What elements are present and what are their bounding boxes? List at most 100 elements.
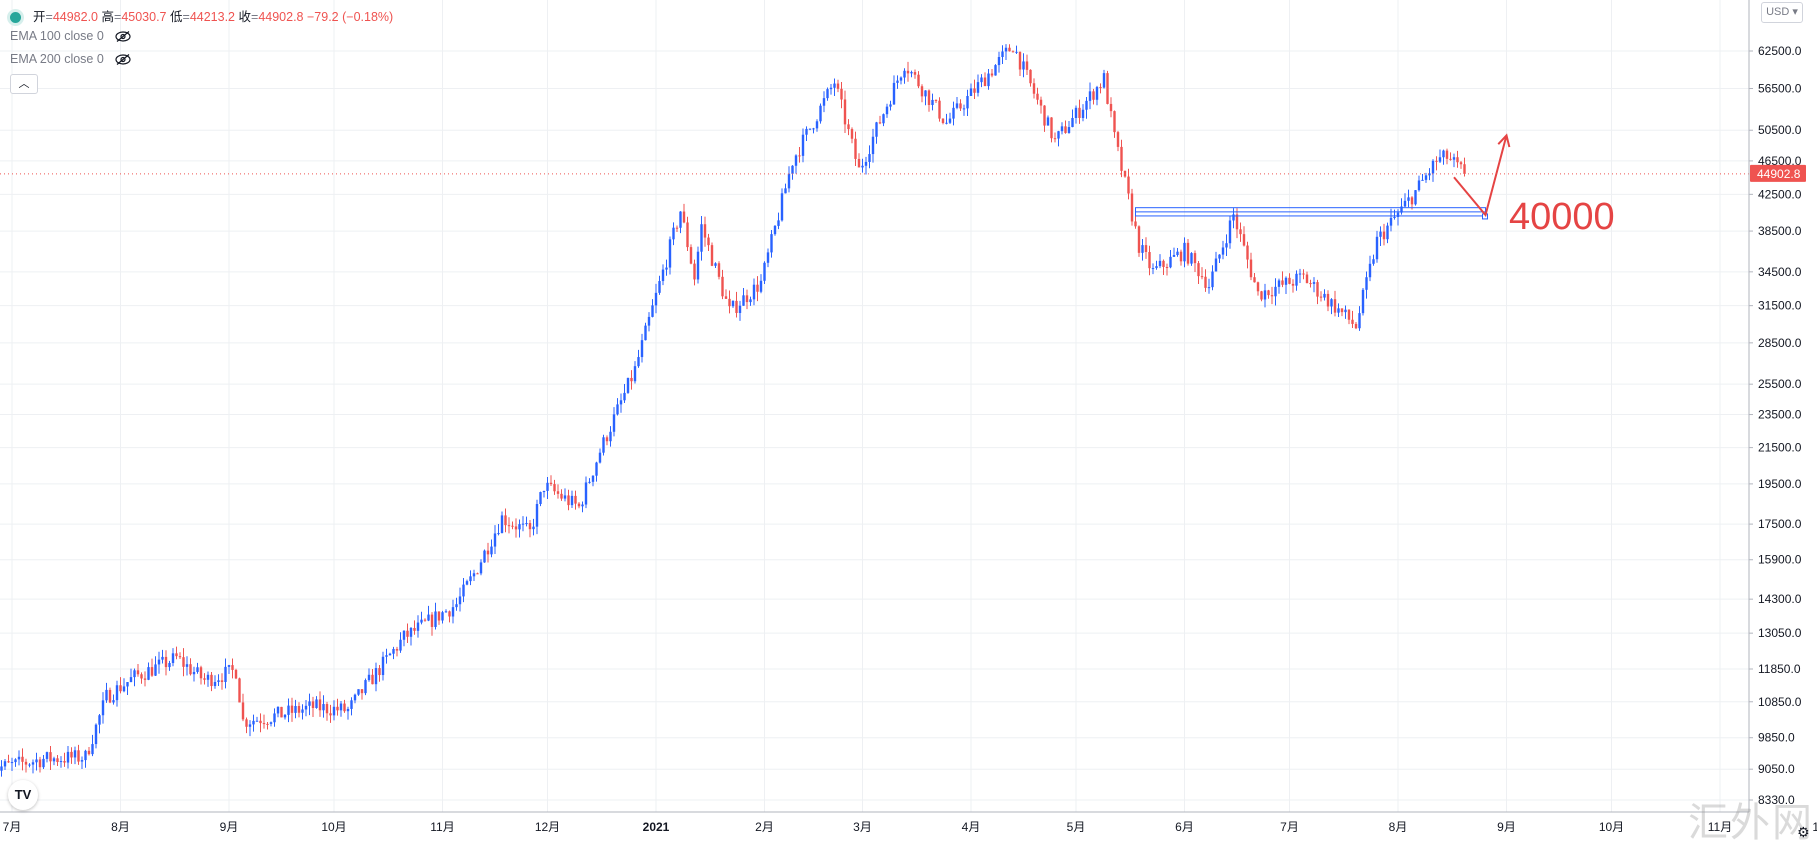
candle [1214, 251, 1218, 272]
candle [1074, 105, 1078, 124]
candle [661, 264, 665, 286]
candle-body [217, 680, 220, 682]
candle-body [857, 158, 861, 168]
price-tick-label: 34500.0 [1758, 265, 1802, 279]
price-axis[interactable]: 62500.0 56500.0 50500.0 46500.0 42500.0 38500… [1748, 0, 1817, 845]
candle-body [343, 703, 346, 712]
candle-body [990, 73, 994, 76]
candle [1183, 237, 1186, 268]
candle [136, 664, 140, 677]
candle-body [1095, 87, 1099, 100]
price-tick-label: 10850.0 [1758, 695, 1802, 709]
candle [1246, 241, 1249, 269]
candle-body [987, 73, 990, 87]
candle-body [1197, 263, 1200, 277]
candle-body [763, 262, 766, 281]
candle-body [535, 504, 539, 527]
time-tick-label: 9月 [1497, 820, 1516, 834]
time-tick-label: 12月 [1812, 820, 1817, 834]
candle [14, 758, 17, 767]
status-dot-icon [10, 12, 21, 24]
candle-body [1256, 282, 1260, 292]
candle [105, 682, 108, 703]
candle [1330, 298, 1333, 315]
candle-body [770, 234, 773, 253]
eye-crossed-icon[interactable] [115, 31, 131, 43]
candle-body [1358, 313, 1361, 329]
candle-body [101, 700, 105, 716]
time-axis[interactable]: 7月 8月 9月 10月 11月 12月 2021 2月 3月 4月 5月 6月 7月 8月 9月 10月 11… [0, 811, 1817, 834]
candle [283, 714, 287, 720]
candle [1270, 286, 1274, 305]
candle-body [269, 722, 273, 724]
candle [297, 702, 301, 718]
candle [339, 701, 343, 717]
candle-body [1204, 276, 1207, 288]
candle-body [899, 77, 903, 81]
annotation-label: 40000 [1509, 196, 1615, 238]
candle [1113, 110, 1116, 138]
candle [1232, 208, 1235, 229]
candle-body [700, 224, 703, 252]
candle [861, 158, 864, 173]
candle [427, 605, 430, 622]
candle-body [518, 524, 521, 530]
candle-body [1253, 277, 1256, 283]
candle-body [1211, 271, 1214, 288]
candle-body [1449, 158, 1452, 160]
candle-body [1333, 299, 1337, 313]
candle-body [122, 686, 126, 692]
candle-body [213, 681, 217, 687]
close-value: 44902.8 [258, 10, 304, 24]
candle [658, 275, 661, 295]
price-tick-label: 38500.0 [1758, 224, 1802, 238]
candle [21, 748, 24, 771]
ema200-legend[interactable]: EMA 200 close 0 [10, 52, 131, 66]
candle [1148, 245, 1151, 276]
candle [1421, 174, 1424, 181]
candle [899, 76, 903, 85]
candlestick-series [0, 44, 1466, 777]
price-tick-label: 46500.0 [1758, 154, 1802, 168]
candle [1256, 281, 1260, 296]
candle [224, 658, 227, 689]
gear-icon[interactable]: ⚙ [1797, 824, 1810, 840]
candle [1120, 139, 1123, 178]
candle-body [920, 86, 924, 97]
candle [931, 93, 934, 111]
candle [920, 84, 924, 103]
candle-body [1428, 173, 1431, 176]
candle-body [164, 656, 168, 668]
currency-button[interactable]: USD ▾ [1761, 2, 1803, 23]
candle-body [787, 173, 791, 189]
candle-body [696, 251, 700, 280]
candle [1095, 85, 1099, 106]
candle [395, 646, 399, 657]
candle-body [994, 65, 997, 76]
candle [623, 384, 626, 404]
candle-body [707, 237, 710, 246]
candle-body [539, 492, 542, 505]
candle-body [682, 211, 686, 223]
candle [364, 678, 367, 696]
candle [24, 758, 28, 773]
legend-collapse-button[interactable]: ︿ [10, 74, 38, 94]
candle-body [1361, 289, 1365, 314]
candle [406, 623, 409, 643]
candle [766, 248, 770, 268]
ema100-legend[interactable]: EMA 100 close 0 [10, 29, 131, 43]
time-tick-label: 7月 [3, 820, 22, 834]
candle-body [955, 103, 959, 108]
candle [1029, 69, 1032, 87]
eye-crossed-icon[interactable] [115, 54, 131, 66]
tradingview-logo-icon[interactable]: TV [8, 780, 38, 810]
candle [1060, 122, 1064, 135]
candle [346, 706, 350, 720]
candle [1319, 291, 1323, 302]
candle [1225, 234, 1228, 256]
candle-body [1151, 268, 1155, 270]
candle-body [938, 100, 941, 119]
time-tick-label: 10月 [1599, 820, 1624, 834]
candle [787, 166, 791, 193]
